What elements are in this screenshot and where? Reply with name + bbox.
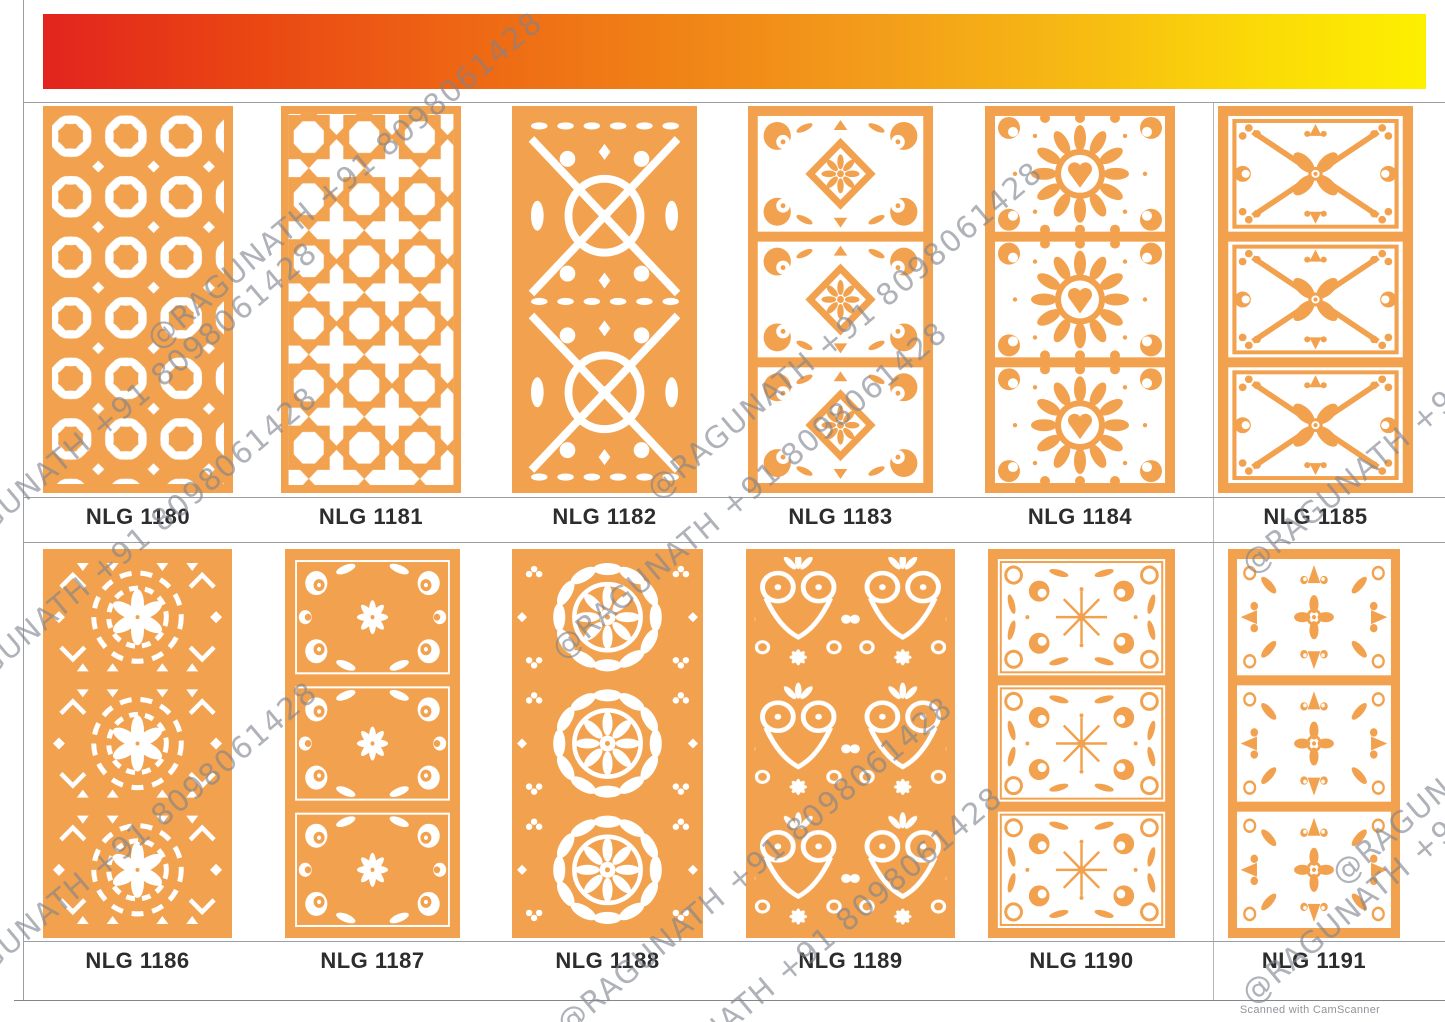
- column-separator-line: [1213, 102, 1214, 1000]
- page-left-border-line: [23, 0, 24, 1000]
- panel-label-nlg-1191: NLG 1191: [1261, 948, 1367, 973]
- panel-nlg-1181: [281, 106, 461, 493]
- panel-label-nlg-1185: NLG 1185: [1263, 504, 1368, 529]
- footer-divider-line: [14, 1000, 1445, 1001]
- panel-nlg-1187: [285, 549, 460, 938]
- grid-line-row1-bottom: [23, 497, 1445, 498]
- panel-label-nlg-1187: NLG 1187: [320, 948, 425, 973]
- panel-nlg-1190: [988, 549, 1175, 938]
- panel-label-nlg-1189: NLG 1189: [798, 948, 903, 973]
- panel-label-nlg-1183: NLG 1183: [788, 504, 893, 529]
- panel-label-nlg-1184: NLG 1184: [1027, 504, 1133, 529]
- grid-line-row2-top: [23, 542, 1445, 543]
- panel-nlg-1189: [746, 549, 955, 938]
- grid-line-row2-bottom: [23, 941, 1445, 942]
- red-to-yellow-gradient-bar: [43, 14, 1426, 89]
- panel-label-nlg-1181: NLG 1181: [318, 504, 424, 529]
- panel-label-nlg-1188: NLG 1188: [555, 948, 660, 973]
- panel-nlg-1188: [512, 549, 703, 938]
- grid-line-top: [23, 102, 1445, 103]
- panel-label-nlg-1190: NLG 1190: [1029, 948, 1134, 973]
- panel-nlg-1182: [512, 106, 697, 493]
- panel-nlg-1183: [748, 106, 933, 493]
- panel-nlg-1185: [1218, 106, 1413, 493]
- panel-nlg-1186: [43, 549, 232, 938]
- panel-label-nlg-1186: NLG 1186: [85, 948, 190, 973]
- panel-nlg-1184: [985, 106, 1175, 493]
- panel-label-nlg-1180: NLG 1180: [85, 504, 191, 529]
- panel-label-nlg-1182: NLG 1182: [552, 504, 657, 529]
- scanned-with-camscanner-note: Scanned with CamScanner: [1239, 1004, 1381, 1016]
- panel-nlg-1180: [43, 106, 233, 493]
- panel-nlg-1191: [1228, 549, 1400, 938]
